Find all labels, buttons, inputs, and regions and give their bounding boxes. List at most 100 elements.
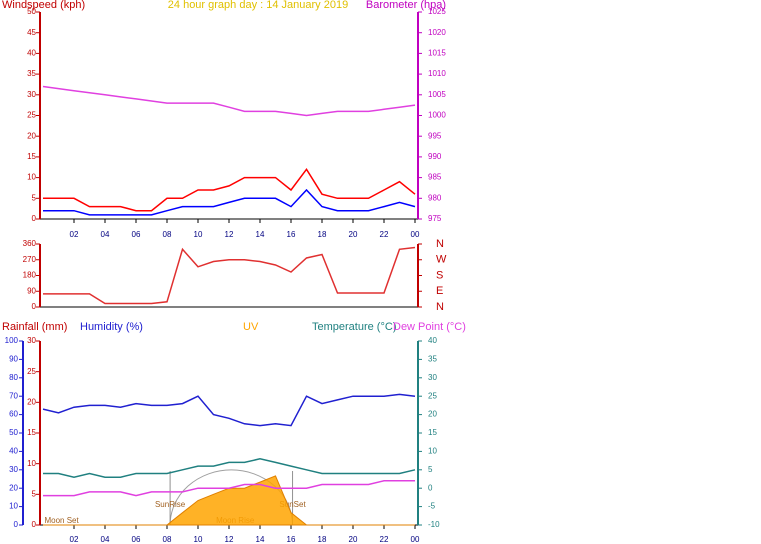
tick-label: 20 xyxy=(428,410,437,419)
annotation: SunSet xyxy=(279,500,306,509)
series-line xyxy=(43,480,415,497)
tick-label: 100 xyxy=(5,336,19,345)
tick-label: 10 xyxy=(27,173,36,182)
x-tick-label: 10 xyxy=(194,535,203,544)
x-tick-label: 08 xyxy=(163,535,172,544)
x-tick-label: 00 xyxy=(411,535,420,544)
tick-label: 10 xyxy=(428,447,437,456)
tick-label: 40 xyxy=(27,49,36,58)
tick-label: 360 xyxy=(23,239,37,248)
x-tick-label: 16 xyxy=(287,535,296,544)
series-line xyxy=(43,167,416,212)
tick-label: 30 xyxy=(27,90,36,99)
x-tick-label: 14 xyxy=(256,535,265,544)
x-tick-label: 02 xyxy=(70,230,79,239)
series-line xyxy=(43,246,416,305)
tick-label: N xyxy=(436,301,444,313)
tick-label: 90 xyxy=(27,286,36,295)
tick-label: 20 xyxy=(9,483,18,492)
x-tick-label: 10 xyxy=(194,230,203,239)
tick-label: W xyxy=(436,254,447,266)
tick-label: 270 xyxy=(23,255,37,264)
axis-title: Windspeed (kph) xyxy=(2,0,85,11)
tick-label: 990 xyxy=(428,152,442,161)
x-tick-label: 06 xyxy=(132,230,141,239)
tick-label: 0 xyxy=(14,520,19,529)
tick-label: 5 xyxy=(32,193,37,202)
tick-label: 0 xyxy=(428,483,433,492)
x-tick-label: 18 xyxy=(318,230,327,239)
x-tick-label: 12 xyxy=(225,535,234,544)
annotation: SunRise xyxy=(155,500,186,509)
tick-label: 20 xyxy=(27,131,36,140)
tick-label: 35 xyxy=(428,355,437,364)
tick-label: 1020 xyxy=(428,28,446,37)
tick-label: 40 xyxy=(9,447,18,456)
x-tick-label: 22 xyxy=(380,535,389,544)
x-tick-label: 12 xyxy=(225,230,234,239)
x-tick-label: 20 xyxy=(349,230,358,239)
tick-label: 1005 xyxy=(428,90,446,99)
tick-label: 0 xyxy=(32,214,37,223)
x-tick-label: 06 xyxy=(132,535,141,544)
tick-label: 25 xyxy=(27,111,36,120)
axis-title: 24 hour graph day : 14 January 2019 xyxy=(168,0,348,11)
tick-label: 60 xyxy=(9,410,18,419)
x-tick-label: 08 xyxy=(163,230,172,239)
tick-label: 975 xyxy=(428,214,442,223)
uv-area xyxy=(43,475,415,526)
tick-label: 1000 xyxy=(428,111,446,120)
tick-label: 40 xyxy=(428,336,437,345)
tick-label: 985 xyxy=(428,173,442,182)
annotation: Moon Set xyxy=(44,516,79,525)
tick-label: -5 xyxy=(428,502,436,511)
plot-area xyxy=(40,12,418,219)
x-tick-label: 16 xyxy=(287,230,296,239)
tick-label: 10 xyxy=(9,502,18,511)
tick-label: 180 xyxy=(23,271,37,280)
tick-label: 10 xyxy=(27,459,36,468)
tick-label: 50 xyxy=(9,428,18,437)
x-tick-label: 02 xyxy=(70,535,79,544)
axis-title: Barometer (hpa) xyxy=(366,0,446,11)
x-tick-label: 00 xyxy=(411,230,420,239)
legend-entry: Humidity (%) xyxy=(80,321,143,333)
tick-label: 0 xyxy=(32,520,37,529)
tick-label: E xyxy=(436,285,443,297)
axis-title: Rainfall (mm) xyxy=(2,321,67,333)
series-line xyxy=(42,85,416,117)
x-tick-label: 14 xyxy=(256,230,265,239)
series-line xyxy=(43,458,416,478)
tick-label: S xyxy=(436,269,443,281)
tick-label: 15 xyxy=(27,428,36,437)
tick-label: 0 xyxy=(32,302,37,311)
x-tick-label: 18 xyxy=(318,535,327,544)
tick-label: 45 xyxy=(27,28,36,37)
tick-label: 1010 xyxy=(428,69,446,78)
tick-label: 30 xyxy=(27,336,36,345)
tick-label: 70 xyxy=(9,391,18,400)
tick-label: 30 xyxy=(428,373,437,382)
tick-label: 15 xyxy=(27,152,36,161)
tick-label: 5 xyxy=(428,465,433,474)
tick-label: 90 xyxy=(9,355,18,364)
tick-label: 20 xyxy=(27,397,36,406)
legend-entry: UV xyxy=(243,321,259,333)
tick-label: 30 xyxy=(9,465,18,474)
x-tick-label: 04 xyxy=(101,230,110,239)
series-line xyxy=(43,188,416,216)
x-tick-label: 20 xyxy=(349,535,358,544)
tick-label: 5 xyxy=(32,489,37,498)
tick-label: -10 xyxy=(428,520,440,529)
legend-entry: Dew Point (°C) xyxy=(393,321,466,333)
plot-area xyxy=(40,244,418,307)
tick-label: 25 xyxy=(27,367,36,376)
tick-label: 1015 xyxy=(428,49,446,58)
legend-entry: Temperature (°C) xyxy=(312,321,396,333)
tick-label: 980 xyxy=(428,193,442,202)
tick-label: 1025 xyxy=(428,7,446,16)
tick-label: 25 xyxy=(428,391,437,400)
series-line xyxy=(42,393,416,427)
tick-label: 995 xyxy=(428,131,442,140)
